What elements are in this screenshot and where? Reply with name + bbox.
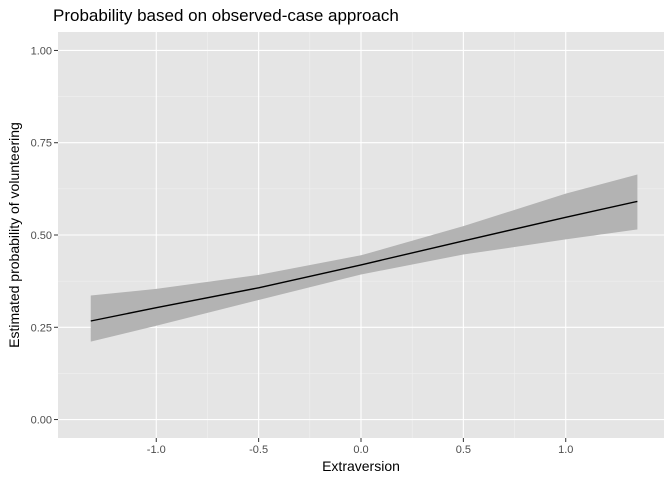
- x-tick-label: 0.5: [456, 444, 471, 456]
- series-line: [90, 200, 638, 322]
- x-tick-label: 1.0: [558, 444, 573, 456]
- confidence-ribbon: [90, 174, 638, 342]
- x-axis-ticks: -1.0 -0.5 0.0 0.5 1.0: [147, 438, 573, 456]
- y-tick-label: 0.25: [31, 322, 52, 334]
- chart-title: Probability based on observed-case appro…: [53, 6, 399, 25]
- x-tick-label: -1.0: [147, 444, 166, 456]
- y-axis-ticks: 0.00 0.25 0.50 0.75 1.00: [31, 45, 58, 427]
- y-tick-label: 0.75: [31, 138, 52, 150]
- y-tick-label: 0.00: [31, 415, 52, 427]
- grid-major: [58, 32, 664, 438]
- x-tick-label: 0.0: [353, 444, 368, 456]
- x-tick-label: -0.5: [249, 444, 268, 456]
- y-tick-label: 0.50: [31, 230, 52, 242]
- y-axis-title: Estimated probability of volunteering: [6, 122, 22, 348]
- x-axis-title: Extraversion: [322, 458, 400, 474]
- y-tick-label: 1.00: [31, 45, 52, 57]
